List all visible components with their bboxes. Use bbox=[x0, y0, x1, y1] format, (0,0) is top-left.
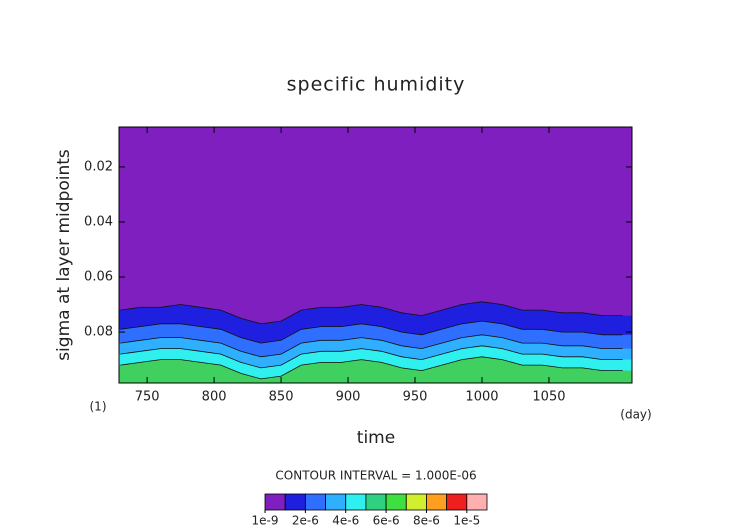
x-tick-label: 950 bbox=[403, 390, 428, 405]
colorbar-tick-label: 8e-6 bbox=[413, 514, 440, 528]
colorbar-box bbox=[426, 493, 448, 511]
colorbar-box bbox=[466, 493, 488, 511]
colorbar-box bbox=[405, 493, 427, 511]
colorbar-box bbox=[365, 493, 387, 511]
x-tick-label: 750 bbox=[135, 390, 160, 405]
colorbar-box bbox=[284, 493, 306, 511]
colorbar-tick-label: 1e-9 bbox=[252, 514, 279, 528]
x-tick-label: 900 bbox=[336, 390, 361, 405]
x-axis-label: time bbox=[357, 428, 395, 448]
colorbar-tick-label: 2e-6 bbox=[292, 514, 319, 528]
contour-line bbox=[120, 334, 623, 358]
y-tick-label: 0.02 bbox=[84, 159, 113, 174]
colorbar-box bbox=[325, 493, 347, 511]
contour-line bbox=[120, 301, 623, 325]
y-tick-label: 0.06 bbox=[84, 270, 113, 285]
plot-frame bbox=[118, 126, 633, 384]
y-tick-label: 0.04 bbox=[84, 214, 113, 229]
colorbar-tick-label: 4e-6 bbox=[332, 514, 359, 528]
contour-line bbox=[120, 320, 623, 344]
x-tick-label: 800 bbox=[202, 390, 227, 405]
contour-line bbox=[120, 345, 623, 369]
colorbar-box bbox=[264, 493, 286, 511]
colorbar-box bbox=[385, 493, 407, 511]
colorbar-box bbox=[304, 493, 326, 511]
contour-note: CONTOUR INTERVAL = 1.000E-06 bbox=[275, 469, 476, 483]
x-tick-label: 1000 bbox=[465, 390, 498, 405]
colorbar-tick-label: 6e-6 bbox=[373, 514, 400, 528]
colorbar-box bbox=[446, 493, 468, 511]
y-tick-label: 0.08 bbox=[84, 325, 113, 340]
x-tick-label: 850 bbox=[269, 390, 294, 405]
contour-line bbox=[120, 356, 623, 380]
colorbar-box bbox=[345, 493, 367, 511]
y-unit: (1) bbox=[90, 400, 107, 414]
chart-title: specific humidity bbox=[287, 74, 466, 96]
x-tick-label: 1050 bbox=[532, 390, 565, 405]
contour-band bbox=[119, 356, 632, 383]
colorbar-tick-label: 1e-5 bbox=[453, 514, 480, 528]
x-unit: (day) bbox=[620, 408, 651, 422]
y-axis-label: sigma at layer midpoints bbox=[54, 149, 74, 361]
